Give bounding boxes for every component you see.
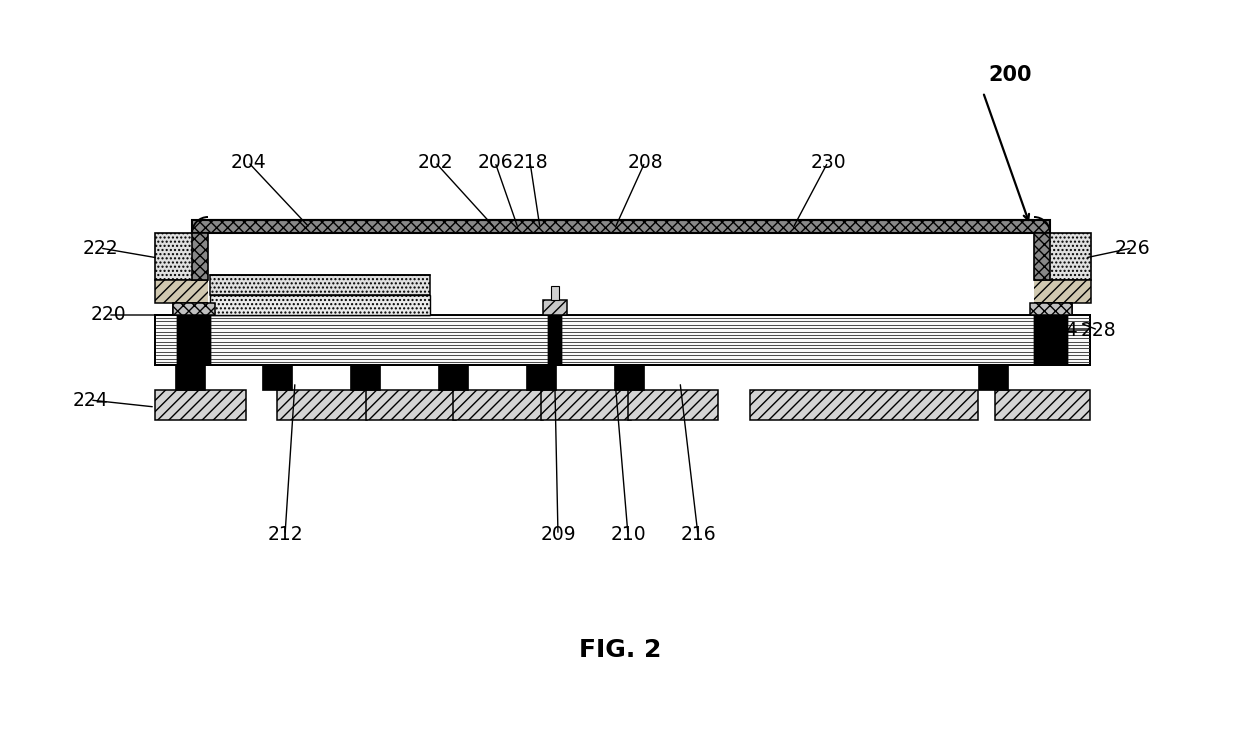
Bar <box>543 300 567 315</box>
Text: FIG. 2: FIG. 2 <box>579 638 661 662</box>
Text: 200: 200 <box>988 65 1032 85</box>
Bar <box>750 390 978 420</box>
Bar <box>1030 303 1073 315</box>
Bar <box>174 303 215 315</box>
Bar <box>192 220 1050 233</box>
Bar <box>155 315 1090 365</box>
Bar <box>526 365 556 390</box>
Bar <box>210 295 430 315</box>
Bar <box>551 286 559 300</box>
Text: 206: 206 <box>477 153 513 172</box>
Bar <box>1034 315 1068 365</box>
Bar <box>177 315 211 365</box>
Text: 210: 210 <box>610 526 646 545</box>
Text: 228: 228 <box>1080 320 1116 339</box>
Text: 224: 224 <box>72 391 108 410</box>
Bar <box>277 390 367 420</box>
Bar <box>192 233 208 280</box>
Bar <box>210 295 430 315</box>
Bar <box>1034 233 1050 280</box>
Bar <box>627 390 718 420</box>
Bar <box>1030 303 1073 315</box>
Bar <box>366 390 456 420</box>
Bar <box>175 365 205 390</box>
Bar <box>210 275 430 295</box>
Bar <box>350 365 379 390</box>
Text: 222: 222 <box>82 239 118 258</box>
Bar <box>614 365 644 390</box>
Text: 202: 202 <box>417 153 453 172</box>
Text: 226: 226 <box>1115 239 1149 258</box>
Text: 214: 214 <box>1042 320 1078 339</box>
Bar <box>155 233 228 280</box>
Text: 204: 204 <box>231 153 265 172</box>
Bar <box>1034 315 1068 365</box>
Bar <box>548 315 562 365</box>
Bar <box>438 365 467 390</box>
Text: 216: 216 <box>681 526 715 545</box>
Bar <box>548 315 562 365</box>
Bar <box>155 390 246 420</box>
Bar <box>543 300 567 315</box>
Text: 218: 218 <box>512 153 548 172</box>
Text: 220: 220 <box>91 305 125 325</box>
Text: 208: 208 <box>627 153 663 172</box>
Bar <box>208 233 1034 315</box>
Bar <box>978 365 1008 390</box>
Text: 209: 209 <box>541 526 575 545</box>
Bar <box>551 286 559 300</box>
Bar <box>174 303 215 315</box>
Bar <box>155 280 228 303</box>
Bar <box>994 390 1090 420</box>
Bar <box>210 275 430 295</box>
Bar <box>453 390 543 420</box>
Bar <box>177 315 211 365</box>
Bar <box>1018 280 1091 303</box>
Bar <box>1018 233 1091 280</box>
Text: 212: 212 <box>267 526 303 545</box>
Bar <box>541 390 631 420</box>
Bar <box>262 365 291 390</box>
Text: 230: 230 <box>810 153 846 172</box>
